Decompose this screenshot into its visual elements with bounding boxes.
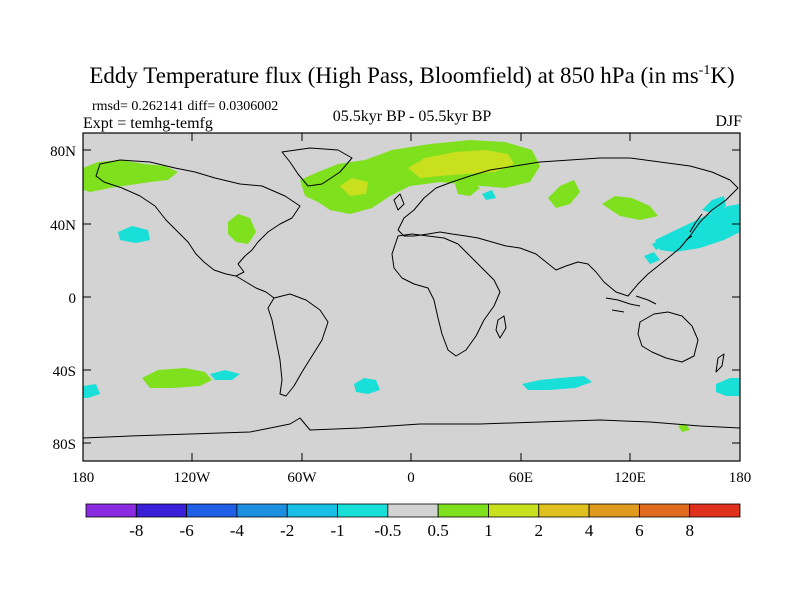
colorbar: -8 -6 -4 -2 -1 -0.5 0.5 1 2 4 6 8: [85, 503, 741, 540]
colorbar-swatch: [286, 503, 338, 518]
coastline-europe-asia: [397, 157, 739, 297]
colorbar-label: -4: [230, 521, 245, 540]
anomaly-region-west-siberia: [602, 196, 658, 220]
colorbar-label: 4: [585, 521, 594, 540]
anomaly-region-pacific-small: [652, 240, 664, 250]
x-tick-label: 60E: [509, 470, 533, 486]
coastline-new-zealand: [715, 353, 725, 373]
colorbar-label: -8: [129, 521, 143, 540]
anomaly-region-north-atlantic-core-2: [340, 178, 368, 196]
anomaly-region-south-pacific: [142, 368, 212, 388]
anomaly-region-north-pacific-east: [118, 226, 150, 243]
anomaly-region-east-asia: [644, 252, 660, 264]
colorbar-swatch: [85, 503, 137, 518]
coastline-madagascar: [495, 315, 507, 339]
colorbar-label: -2: [280, 521, 294, 540]
anomaly-region-south-pacific-cyan: [210, 370, 240, 380]
colorbar-swatch: [488, 503, 540, 518]
period-label: 05.5kyr BP - 05.5kyr BP: [333, 108, 492, 125]
colorbar-swatch: [689, 503, 741, 518]
y-tick-label: 0: [69, 291, 77, 307]
anomaly-region-north-pacific-west: [655, 204, 740, 252]
colorbar-swatch: [337, 503, 389, 518]
colorbar-label: 1: [484, 521, 493, 540]
colorbar-label: 8: [685, 521, 694, 540]
colorbar-label: -0.5: [374, 521, 401, 540]
colorbar-swatch: [387, 503, 439, 518]
coastline-indonesia: [605, 295, 657, 313]
x-tick-label: 180: [72, 470, 95, 486]
anomaly-region-siberia: [548, 180, 580, 208]
colorbar-swatch: [538, 503, 590, 518]
colorbar-swatch: [588, 503, 640, 518]
season-label: DJF: [715, 113, 742, 130]
anomaly-regions: [83, 140, 740, 432]
coastline-north-america: [95, 159, 301, 277]
anomaly-region-southern-indian: [522, 376, 592, 390]
x-tick-label: 120W: [174, 470, 212, 486]
anomaly-region-south-atlantic: [354, 378, 380, 394]
anomaly-region-atlantic-minor: [482, 190, 496, 200]
y-tick-label: 80S: [53, 437, 76, 453]
ocean-background: [83, 133, 740, 461]
colorbar-label: 0.5: [428, 521, 449, 540]
colorbar-swatch: [638, 503, 691, 518]
coastline-south-america: [267, 293, 329, 397]
coastline-uk: [393, 193, 405, 211]
colorbar-label: 2: [535, 521, 544, 540]
experiment-label: Expt = temhg-temfg: [83, 115, 213, 132]
y-tick-label: 40S: [53, 364, 76, 380]
coastline-central-america: [235, 275, 275, 299]
anomaly-region-europe: [455, 180, 480, 196]
anomaly-region-southern-ocean-west: [83, 384, 100, 398]
x-tick-label: 120E: [614, 470, 646, 486]
y-tick-label: 80N: [50, 144, 76, 160]
y-tick-label: 40N: [50, 218, 76, 234]
colorbar-swatch: [437, 503, 489, 518]
figure-title: Eddy Temperature flux (High Pass, Bloomf…: [89, 63, 734, 88]
colorbar-label: -1: [330, 521, 344, 540]
colorbar-swatch: [236, 503, 288, 518]
anomaly-region-north-america-arctic: [83, 160, 178, 192]
coastline-japan: [685, 213, 703, 241]
coastlines: [82, 147, 741, 439]
anomaly-region-kamchatka: [702, 196, 726, 214]
x-tick-label: 60W: [287, 470, 317, 486]
colorbar-label: 6: [635, 521, 644, 540]
colorbar-label: -6: [180, 521, 194, 540]
colorbar-swatch: [135, 503, 188, 518]
anomaly-region-us-east: [228, 214, 256, 244]
coastline-antarctica: [82, 417, 741, 439]
x-tick-label: 180: [729, 470, 752, 486]
map-panel: 80N 40N 0 40S 80S 180 120W 60W 0 60E 120…: [50, 132, 752, 486]
coastline-australia: [637, 311, 699, 363]
coastline-africa: [391, 233, 501, 357]
anomaly-region-ross-sea: [678, 424, 690, 432]
stats-text: rmsd= 0.262141 diff= 0.0306002: [92, 99, 278, 114]
coastline-greenland: [281, 147, 353, 187]
x-tick-label: 0: [407, 470, 415, 486]
axis-ticks: [82, 133, 741, 461]
colorbar-swatch: [186, 503, 238, 518]
anomaly-region-southern-ocean-east: [716, 378, 740, 396]
